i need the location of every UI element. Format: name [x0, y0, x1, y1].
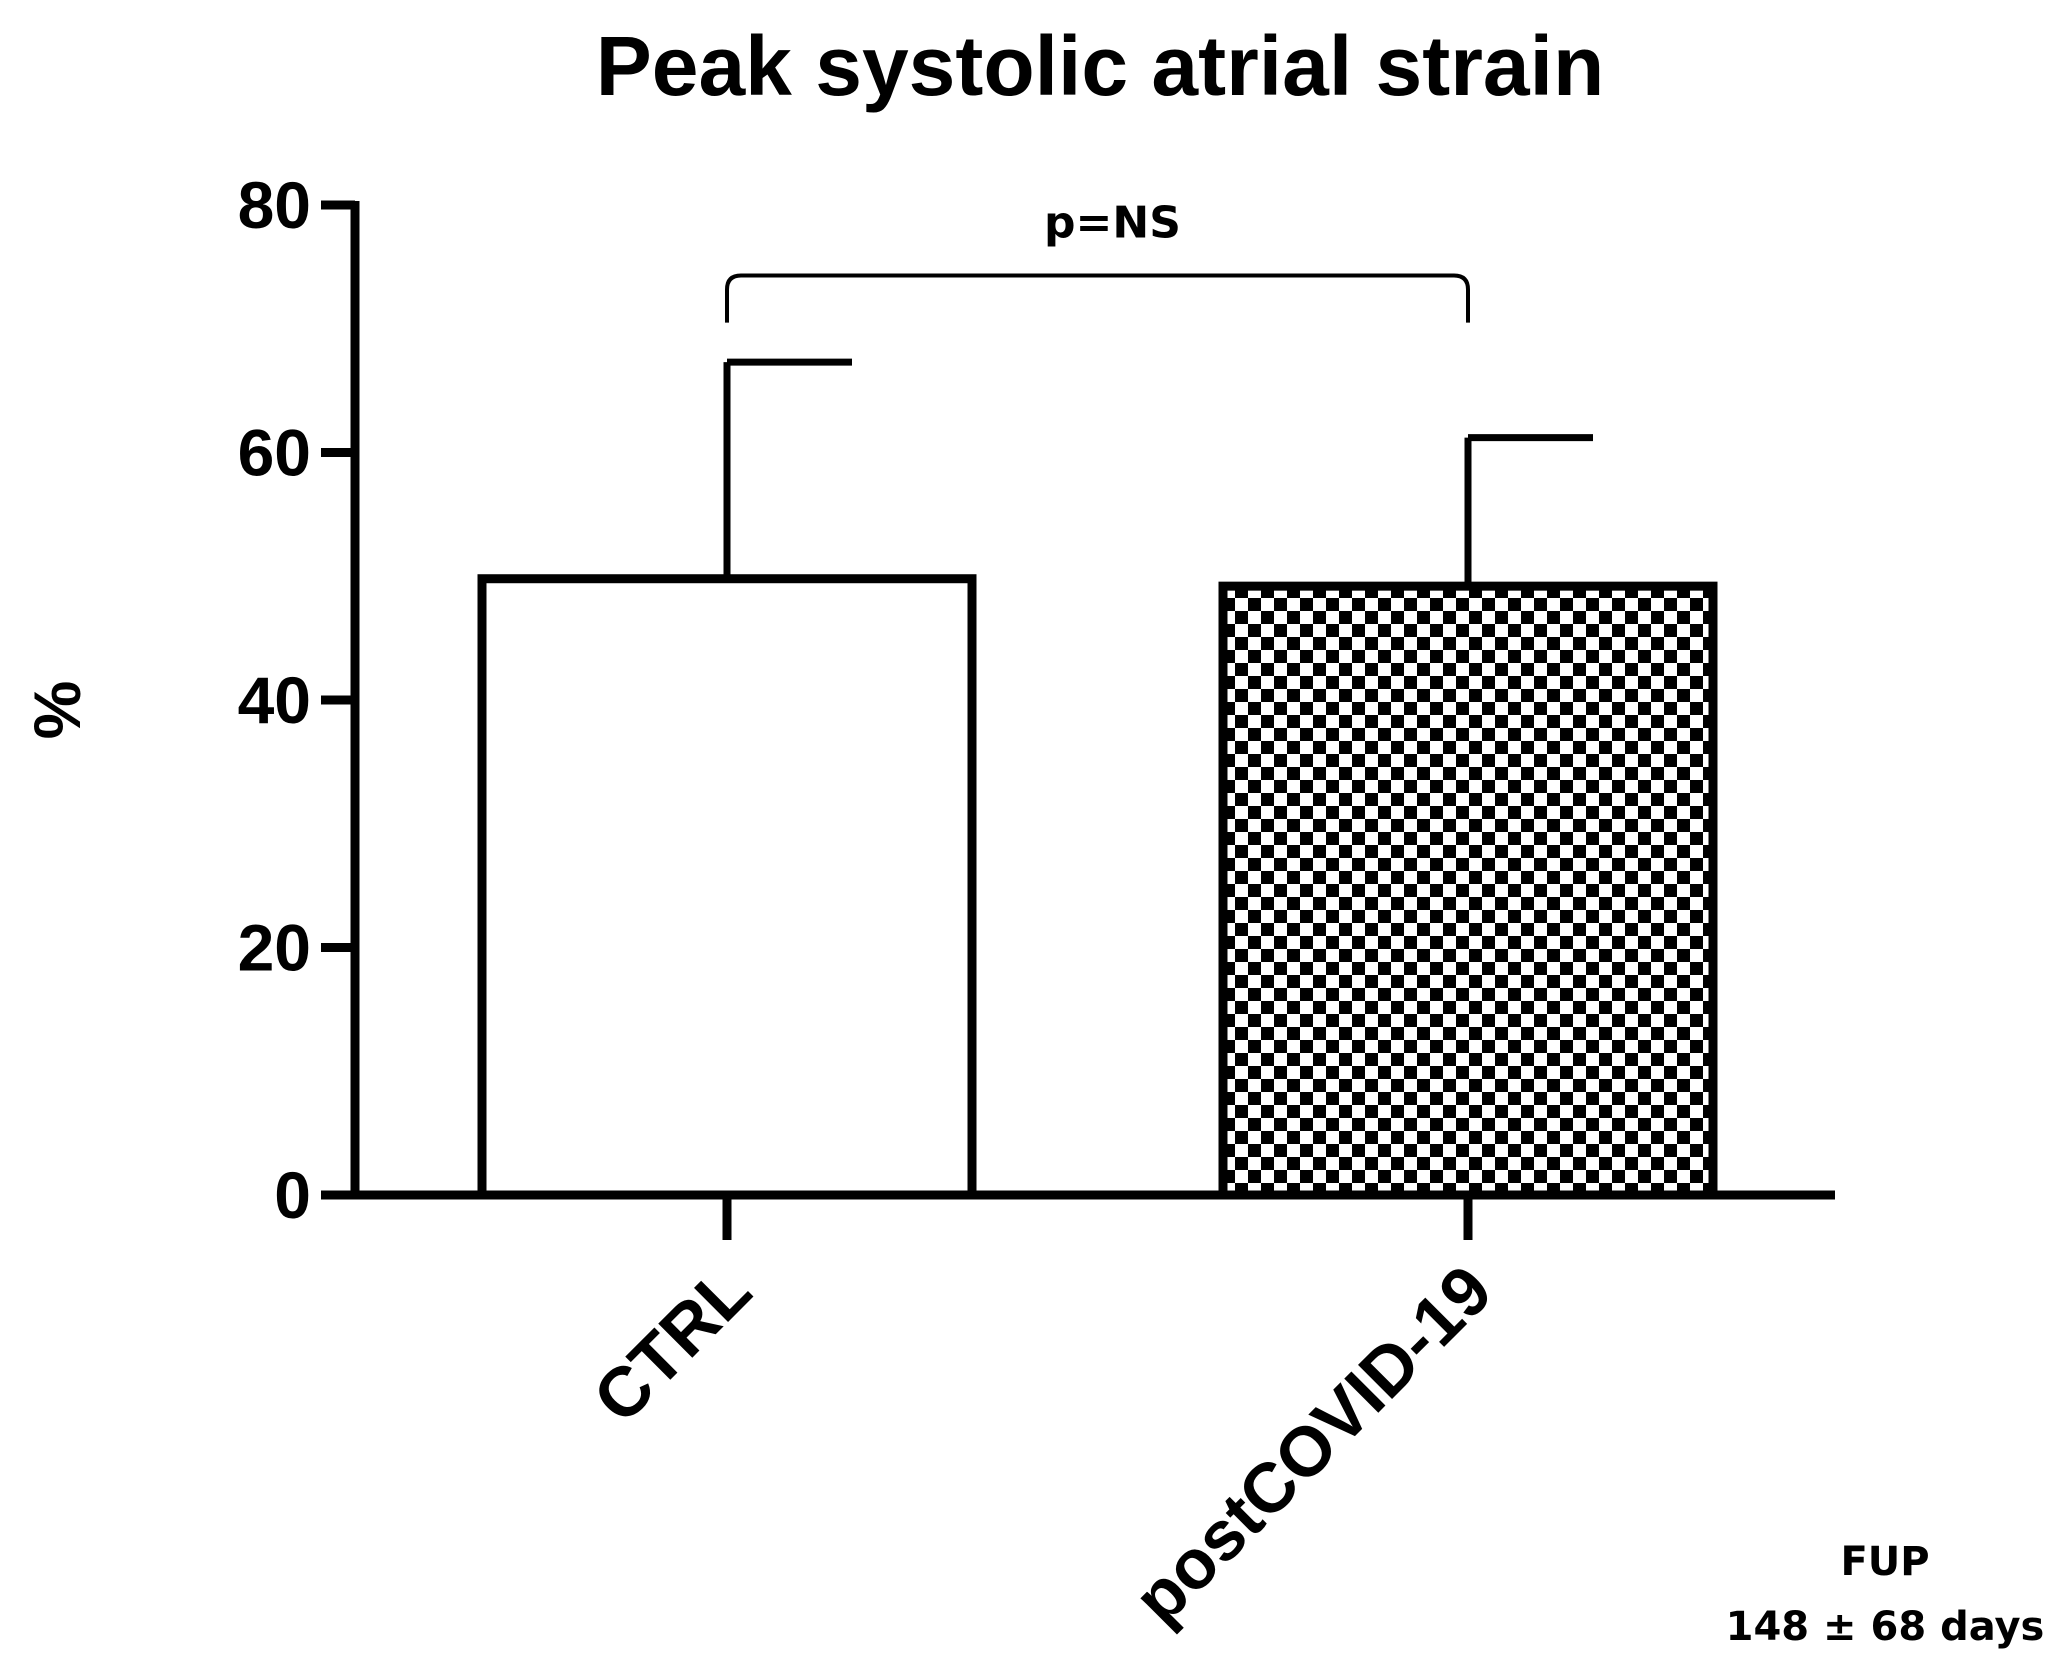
significance-bracket-line	[725, 273, 1470, 323]
significance-label: p=NS	[1044, 198, 1181, 249]
y-axis: 0 20 40 60 80	[238, 168, 360, 1232]
followup-note-line-1: FUP	[1840, 1539, 1929, 1585]
followup-note-line-2: 148 ± 68 days	[1726, 1604, 2045, 1650]
y-tick-label-3: 60	[238, 416, 311, 490]
y-tick-label-2: 40	[238, 663, 311, 737]
bar-1	[1218, 581, 1718, 1200]
y-axis-label: %	[20, 681, 94, 740]
x-category-label-1: postCOVID-19	[1119, 1250, 1507, 1638]
bars-group	[477, 574, 1718, 1200]
y-tick-label-4: 80	[238, 168, 311, 242]
chart-title: Peak systolic atrial strain	[596, 19, 1605, 113]
bar-0	[477, 574, 977, 1200]
error-bars-group	[723, 358, 1593, 587]
x-axis: CTRL postCOVID-19	[351, 1190, 1835, 1638]
y-tick-label-0: 0	[274, 1158, 311, 1232]
significance-bracket: p=NS	[725, 198, 1470, 323]
x-category-label-0: CTRL	[578, 1250, 765, 1437]
y-tick-label-1: 20	[238, 911, 311, 985]
